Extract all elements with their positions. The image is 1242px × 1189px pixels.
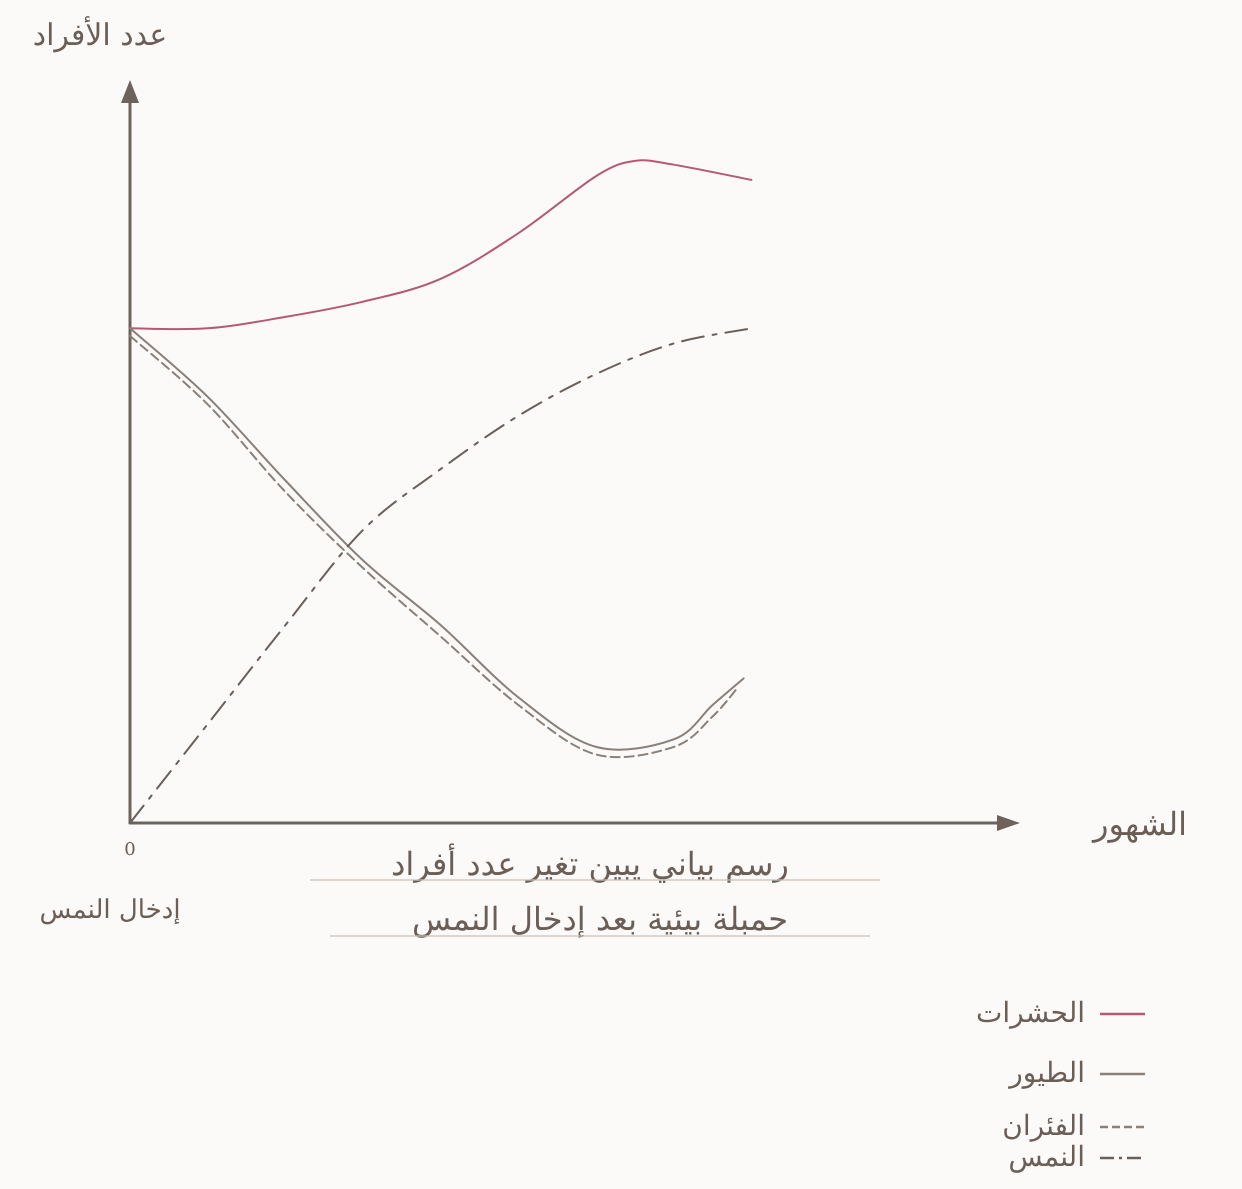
x-origin-label: 0 <box>124 839 135 860</box>
legend-label-2: الطيور <box>1007 1056 1085 1089</box>
chart-title-line2: حمبلة بيئية بعد إدخال النمس <box>412 900 788 939</box>
series-line-1 <box>129 159 753 331</box>
series-layer <box>129 159 753 824</box>
y-axis-arrow <box>121 80 139 103</box>
x-start-annotation: إدخال النمس <box>39 895 180 925</box>
chart-title-line1: رسم بياني يبين تغير عدد أفراد <box>391 843 789 883</box>
series-line-3 <box>129 334 737 759</box>
x-axis-arrow <box>997 815 1020 831</box>
y-axis-label: عدد الأفراد <box>33 17 168 53</box>
x-axis-label: الشهور <box>1091 805 1187 843</box>
legend-label-3: الفئران <box>1002 1109 1085 1142</box>
legend-label-4: النمس <box>1008 1140 1085 1173</box>
legend-label-1: الحشرات <box>976 996 1085 1029</box>
series-line-2 <box>129 327 745 751</box>
axes <box>121 80 1020 831</box>
series-line-4 <box>129 327 753 824</box>
